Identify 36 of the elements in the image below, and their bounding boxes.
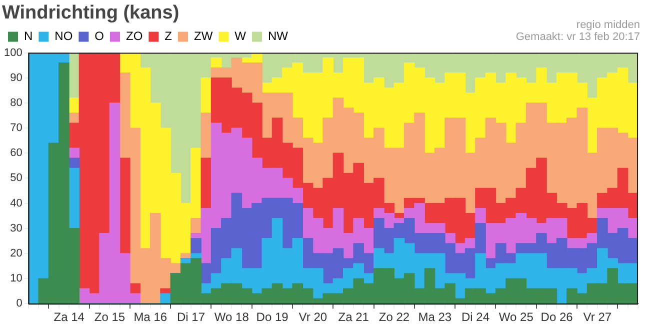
legend-label: NW — [268, 29, 289, 44]
x-tick-label: Za 21 — [338, 310, 370, 324]
y-tick-label: 20 — [10, 247, 22, 260]
y-tick-label: 70 — [10, 122, 22, 134]
x-tick-label: Wo 25 — [498, 310, 534, 324]
y-tick-label: 0 — [16, 298, 22, 310]
y-tick-label: 90 — [10, 72, 22, 84]
x-tick-label: Do 19 — [256, 310, 289, 324]
legend-label: NO — [54, 29, 73, 44]
legend-label: O — [94, 29, 104, 44]
y-tick-label: 30 — [10, 222, 22, 234]
chart-title: Windrichting (kans) — [2, 2, 180, 24]
y-tick-label: 80 — [10, 96, 22, 109]
x-tick-label: Zo 22 — [378, 310, 410, 324]
y-tick-label: 40 — [10, 197, 22, 210]
legend-label: N — [24, 29, 33, 44]
y-tick-label: 10 — [10, 272, 22, 285]
legend-label: ZO — [126, 29, 143, 44]
y-tick-label: 100 — [4, 46, 22, 59]
x-tick-label: Wo 18 — [214, 310, 250, 324]
legend-label: ZW — [194, 29, 214, 44]
x-tick-label: Zo 15 — [94, 310, 126, 324]
x-tick-label: Vr 27 — [583, 310, 612, 324]
x-tick-label: Ma 23 — [418, 310, 452, 324]
x-tick-label: Ma 16 — [134, 310, 168, 324]
x-tick-label: Di 24 — [462, 310, 490, 324]
x-tick-label: Do 26 — [540, 310, 574, 324]
text: Gemaakt: vr 13 feb 20:17 — [516, 31, 640, 43]
x-tick-label: Di 17 — [177, 310, 206, 324]
legend-label: W — [234, 29, 247, 44]
y-tick-label: 50 — [10, 172, 22, 184]
text: regio midden — [576, 19, 640, 31]
x-tick-label: Vr 20 — [298, 310, 328, 324]
x-tick-label: Za 14 — [54, 310, 85, 324]
y-tick-label: 60 — [10, 147, 22, 160]
legend-label: Z — [164, 29, 172, 44]
